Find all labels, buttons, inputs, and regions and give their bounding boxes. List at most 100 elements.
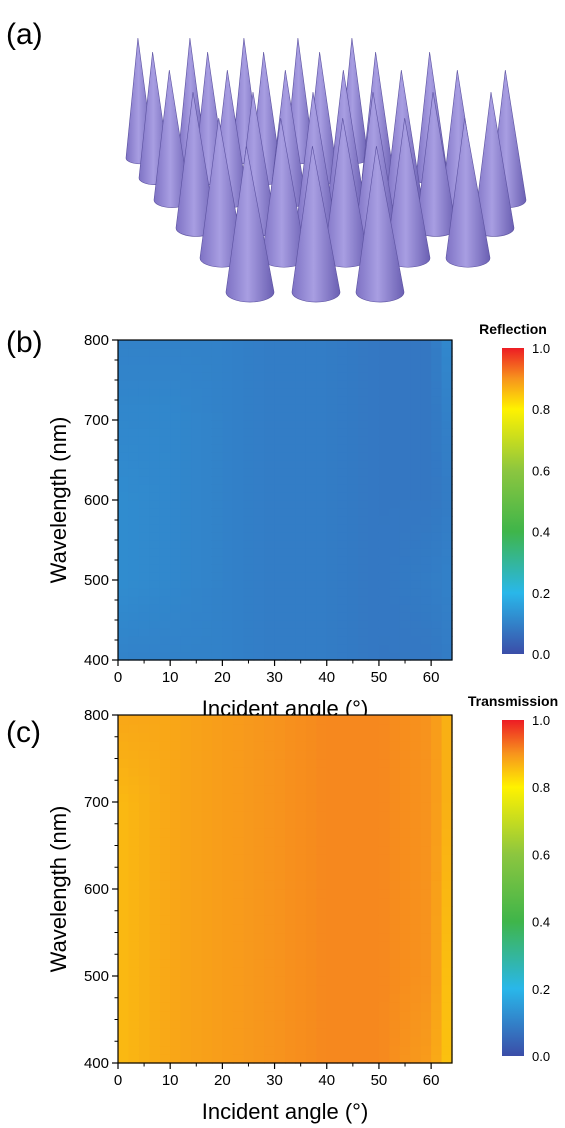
heatmap-cell xyxy=(389,508,401,517)
heatmap-cell xyxy=(211,396,223,405)
heatmap-cell xyxy=(170,967,182,977)
heatmap-cell xyxy=(222,476,234,485)
heatmap-cell xyxy=(274,932,286,942)
heatmap-cell xyxy=(368,508,380,517)
heatmap-cell xyxy=(420,580,432,589)
heatmap-cell xyxy=(264,604,276,613)
heatmap-cell xyxy=(118,636,130,645)
heatmap-cell xyxy=(222,644,234,653)
heatmap-cell xyxy=(347,444,359,453)
heatmap-cell xyxy=(170,356,182,365)
heatmap-cell xyxy=(326,428,338,437)
heatmap-cell xyxy=(305,915,317,925)
heatmap-cell xyxy=(232,596,244,605)
heatmap-cell xyxy=(305,556,317,565)
heatmap-cell xyxy=(326,889,338,899)
heatmap-cell xyxy=(170,845,182,855)
heatmap-cell xyxy=(138,775,150,786)
heatmap-cell xyxy=(431,508,443,517)
heatmap-cell xyxy=(180,1036,192,1047)
heatmap-cell xyxy=(389,1010,401,1021)
heatmap-cell xyxy=(264,436,276,445)
heatmap-cell xyxy=(431,476,443,485)
heatmap-cell xyxy=(201,889,213,899)
heatmap-cell xyxy=(118,889,130,899)
heatmap-cell xyxy=(285,564,297,573)
heatmap-cell xyxy=(326,476,338,485)
heatmap-cell xyxy=(253,741,265,751)
heatmap-cell xyxy=(389,793,401,803)
heatmap-cell xyxy=(170,871,182,881)
heatmap-cell xyxy=(441,492,453,501)
heatmap-cell xyxy=(368,612,380,621)
heatmap-cell xyxy=(274,732,286,742)
heatmap-cell xyxy=(420,749,432,760)
heatmap-cell xyxy=(399,854,411,864)
heatmap-cell xyxy=(441,741,453,751)
heatmap-cell xyxy=(201,500,213,509)
heatmap-cell xyxy=(274,532,286,541)
heatmap-cell xyxy=(420,428,432,437)
heatmap-cell xyxy=(232,749,244,760)
heatmap-cell xyxy=(138,500,150,509)
heatmap-cell xyxy=(347,516,359,525)
heatmap-cell xyxy=(285,628,297,637)
heatmap-cell xyxy=(399,741,411,751)
heatmap-cell xyxy=(399,932,411,942)
heatmap-cell xyxy=(358,556,370,565)
heatmap-cell xyxy=(211,548,223,557)
heatmap-cell xyxy=(389,380,401,389)
heatmap-cell xyxy=(295,372,307,381)
heatmap-cell xyxy=(118,1010,130,1021)
heatmap-cell xyxy=(368,749,380,760)
heatmap-cell xyxy=(180,767,192,777)
heatmap-cell xyxy=(170,906,182,916)
heatmap-cell xyxy=(232,949,244,960)
heatmap-cell xyxy=(128,1028,140,1038)
heatmap-cell xyxy=(128,845,140,855)
heatmap-cell xyxy=(358,828,370,838)
heatmap-cell xyxy=(420,836,432,847)
heatmap-cell xyxy=(191,845,203,855)
heatmap-cell xyxy=(201,420,213,429)
heatmap-cell xyxy=(295,862,307,873)
heatmap-cell xyxy=(337,492,349,501)
heatmap-cell xyxy=(243,396,255,405)
heatmap-cell xyxy=(232,644,244,653)
heatmap-cell xyxy=(441,404,453,413)
heatmap-cell xyxy=(232,468,244,477)
heatmap-cell xyxy=(337,588,349,597)
heatmap-cell xyxy=(274,444,286,453)
heatmap-cell xyxy=(389,612,401,621)
heatmap-cell xyxy=(264,492,276,501)
heatmap-cell xyxy=(149,819,161,829)
heatmap-cell xyxy=(201,923,213,934)
heatmap-cell xyxy=(118,775,130,786)
heatmap-cell xyxy=(118,548,130,557)
heatmap-cell xyxy=(264,854,276,864)
heatmap-cell xyxy=(368,767,380,777)
heatmap-cell xyxy=(170,984,182,994)
heatmap-cell xyxy=(326,906,338,916)
heatmap-cell xyxy=(138,484,150,493)
heatmap-cell xyxy=(441,810,453,820)
heatmap-cell xyxy=(274,612,286,621)
heatmap-cell xyxy=(368,372,380,381)
heatmap-cell xyxy=(316,1028,328,1038)
heatmap-cell xyxy=(337,380,349,389)
heatmap-cell xyxy=(368,396,380,405)
heatmap-cell xyxy=(410,819,422,829)
heatmap-cell xyxy=(159,484,171,493)
heatmap-cell xyxy=(222,468,234,477)
heatmap-cell xyxy=(232,588,244,597)
heatmap-cell xyxy=(285,906,297,916)
heatmap-cell xyxy=(410,1010,422,1021)
heatmap-cell xyxy=(295,1010,307,1021)
heatmap-cell xyxy=(222,340,234,349)
heatmap-cell xyxy=(389,976,401,986)
heatmap-cell xyxy=(431,1054,443,1064)
heatmap-cell xyxy=(358,880,370,890)
heatmap-cell xyxy=(159,644,171,653)
heatmap-cell xyxy=(232,871,244,881)
heatmap-cell xyxy=(128,620,140,629)
